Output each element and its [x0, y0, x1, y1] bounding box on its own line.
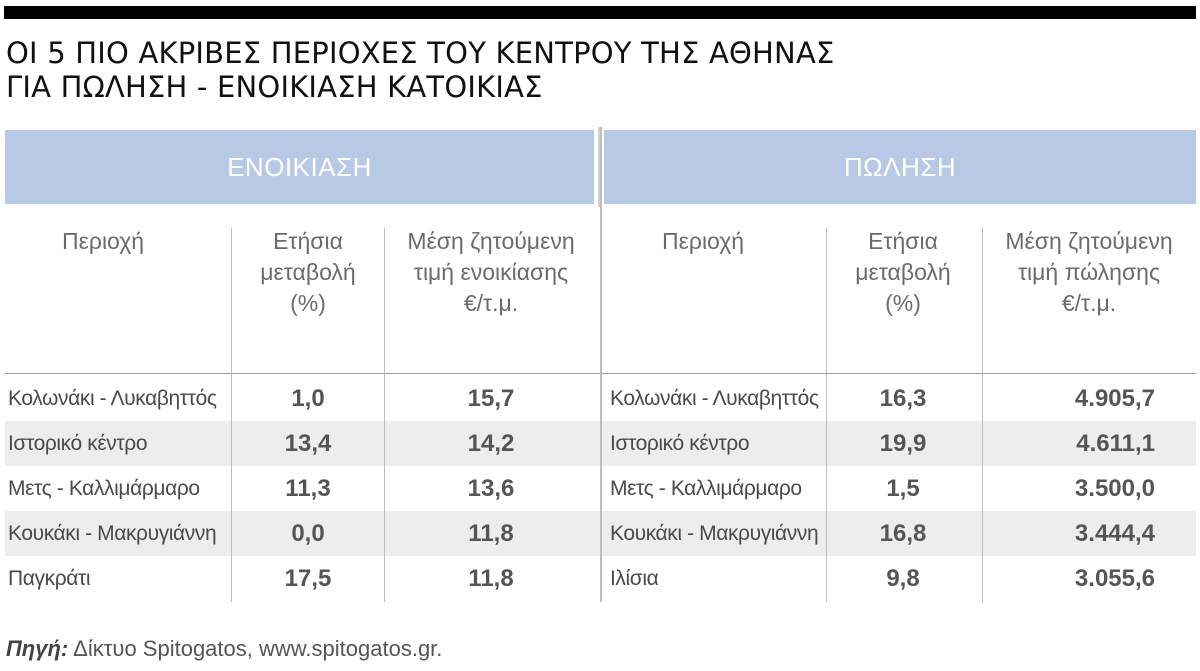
- sale-area-cell: Κολωνάκι - Λυκαβηττός: [610, 386, 819, 410]
- rent-price-cell: 11,8: [468, 564, 514, 592]
- source-text: Δίκτυο Spitogatos, www.spitogatos.gr.: [73, 636, 443, 661]
- rent-group-header: ΕΝΟΙΚΙΑΣΗ: [5, 130, 594, 204]
- rent-change-cell: 17,5: [284, 564, 332, 592]
- sale-price-cell: 3.444,4: [1074, 519, 1155, 547]
- rent-change-cell: 13,4: [284, 429, 332, 457]
- sale-area-cell: Ιστορικό κέντρο: [610, 431, 750, 455]
- sale-change-cell: 19,9: [879, 429, 927, 457]
- sale-area-cell: Ιλίσια: [610, 566, 659, 590]
- table-row: Κολωνάκι - Λυκαβηττός 1,0 15,7 Κολωνάκι …: [5, 376, 1196, 421]
- rent-col-change-header: Ετήσια μεταβολή (%): [260, 228, 356, 316]
- column-divider: [384, 228, 385, 602]
- sale-change-cell: 9,8: [886, 564, 920, 592]
- rent-area-cell: Μετς - Καλλιμάρμαρο: [8, 476, 200, 500]
- sale-change-cell: 1,5: [886, 474, 920, 502]
- sale-price-cell: 3.500,0: [1074, 474, 1155, 502]
- table-row: Μετς - Καλλιμάρμαρο 11,3 13,6 Μετς - Καλ…: [5, 466, 1196, 511]
- sale-col-change-header: Ετήσια μεταβολή (%): [855, 228, 951, 316]
- source-label: Πηγή:: [6, 636, 69, 661]
- page-title: ΟΙ 5 ΠΙΟ ΑΚΡΙΒΕΣ ΠΕΡΙΟΧΕΣ ΤΟΥ ΚΕΝΤΡΟΥ ΤΗ…: [6, 36, 1194, 104]
- sale-price-cell: 4.905,7: [1074, 384, 1155, 412]
- sale-col-area-header: Περιοχή: [662, 228, 745, 254]
- rent-change-cell: 0,0: [291, 519, 325, 547]
- top-rule: [4, 6, 1196, 19]
- sale-group-header: ΠΩΛΗΣΗ: [604, 130, 1196, 204]
- rent-price-cell: 13,6: [467, 474, 515, 502]
- column-divider: [982, 228, 983, 602]
- source-note: Πηγή: Δίκτυο Spitogatos, www.spitogatos.…: [6, 636, 442, 662]
- group-divider: [598, 127, 601, 207]
- sale-change-cell: 16,3: [879, 384, 927, 412]
- rent-area-cell: Παγκράτι: [8, 566, 91, 590]
- table-row: Παγκράτι 17,5 11,8 Ιλίσια 9,8 3.055,6: [5, 556, 1196, 601]
- section-divider: [600, 127, 602, 602]
- rent-price-cell: 15,7: [467, 384, 515, 412]
- column-divider: [231, 228, 232, 602]
- rent-col-price-header: Μέση ζητούμενη τιμή ενοικίασης €/τ.μ.: [407, 228, 575, 316]
- rent-col-area-header: Περιοχή: [62, 228, 145, 254]
- rent-area-cell: Κολωνάκι - Λυκαβηττός: [8, 386, 217, 410]
- rent-price-cell: 11,8: [468, 519, 514, 547]
- title-line-1: ΟΙ 5 ΠΙΟ ΑΚΡΙΒΕΣ ΠΕΡΙΟΧΕΣ ΤΟΥ ΚΕΝΤΡΟΥ ΤΗ…: [6, 36, 835, 70]
- rent-area-cell: Ιστορικό κέντρο: [8, 431, 148, 455]
- sale-price-cell: 3.055,6: [1074, 564, 1155, 592]
- rent-change-cell: 1,0: [291, 384, 325, 412]
- sale-price-cell: 4.611,1: [1076, 429, 1155, 457]
- title-line-2: ΓΙΑ ΠΩΛΗΣΗ - ΕΝΟΙΚΙΑΣΗ ΚΑΤΟΙΚΙΑΣ: [6, 70, 543, 104]
- sale-area-cell: Μετς - Καλλιμάρμαρο: [610, 476, 802, 500]
- rent-area-cell: Κουκάκι - Μακρυγιάννη: [8, 521, 217, 545]
- rent-price-cell: 14,2: [467, 429, 515, 457]
- sale-change-cell: 16,8: [879, 519, 927, 547]
- sale-col-price-header: Μέση ζητούμενη τιμή πώλησης €/τ.μ.: [1005, 228, 1173, 316]
- rent-change-cell: 11,3: [285, 474, 331, 502]
- sale-area-cell: Κουκάκι - Μακρυγιάννη: [610, 521, 819, 545]
- column-divider: [826, 228, 827, 602]
